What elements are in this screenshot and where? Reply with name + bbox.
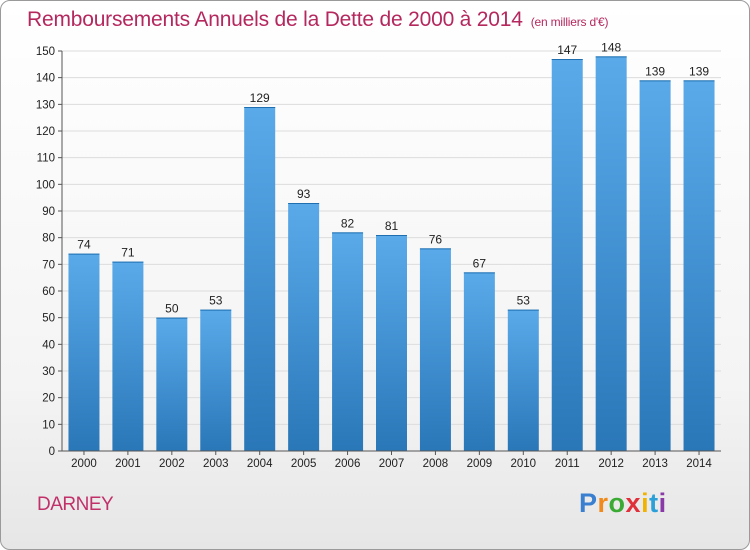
y-tick-label: 110 xyxy=(37,153,55,165)
bar-value-label: 82 xyxy=(341,216,355,230)
bar-2012 xyxy=(595,56,627,451)
logo-letter: i xyxy=(658,488,667,518)
bar-2003 xyxy=(200,309,232,451)
logo-letter: o xyxy=(608,488,626,518)
bar-value-label: 93 xyxy=(297,187,311,201)
x-tick-label: 2009 xyxy=(467,458,493,470)
x-tick-label: 2004 xyxy=(247,458,273,470)
bar-value-label: 74 xyxy=(77,238,91,252)
bar-2011 xyxy=(551,59,583,451)
x-tick-label: 2005 xyxy=(291,458,317,470)
bar-2006 xyxy=(332,232,364,451)
axes xyxy=(58,50,721,455)
x-tick-label: 2010 xyxy=(511,458,537,470)
x-tick-label: 2014 xyxy=(686,458,712,470)
bar-value-label: 50 xyxy=(165,302,179,316)
bar-value-label: 148 xyxy=(601,40,621,54)
x-tick-label: 2000 xyxy=(71,458,97,470)
x-tick-label: 2007 xyxy=(379,458,405,470)
logo-letter: r xyxy=(597,488,609,518)
x-tick-label: 2013 xyxy=(642,458,668,470)
logo-letter: i xyxy=(641,488,650,518)
logo-letter: t xyxy=(649,488,659,518)
bar-2001 xyxy=(112,261,144,451)
y-tick-label: 140 xyxy=(36,73,55,85)
bar-2014 xyxy=(683,80,715,451)
bar-2005 xyxy=(288,203,320,451)
y-tick-label: 10 xyxy=(42,419,55,431)
x-tick-label: 2006 xyxy=(335,458,361,470)
bar-value-label: 139 xyxy=(645,64,665,78)
x-tick-label: 2011 xyxy=(555,458,580,470)
x-tick-label: 2012 xyxy=(598,458,624,470)
y-tick-label: 20 xyxy=(42,393,55,405)
bar-2000 xyxy=(68,253,100,451)
y-tick-label: 40 xyxy=(42,339,55,351)
logo-letter: x xyxy=(625,488,642,518)
y-tick-label: 0 xyxy=(49,446,55,458)
bar-value-label: 53 xyxy=(209,294,223,308)
y-tick-label: 150 xyxy=(36,46,55,58)
x-tick-label: 2002 xyxy=(159,458,185,470)
logo-letter: P xyxy=(579,488,598,518)
y-tick-label: 30 xyxy=(42,366,55,378)
y-tick-label: 90 xyxy=(42,206,55,218)
x-tick-label: 2001 xyxy=(115,458,141,470)
y-tick-label: 130 xyxy=(36,99,55,111)
bar-2002 xyxy=(156,317,188,451)
chart-title: Remboursements Annuels de la Dette de 20… xyxy=(27,8,608,32)
bar-value-label: 129 xyxy=(250,91,270,105)
labels: 0 10 20 30 40 50 60 70 80 90 100 110 120 130 140 150 74 2… xyxy=(36,40,713,470)
bar-2010 xyxy=(507,309,539,451)
bar-2013 xyxy=(639,80,671,451)
bar-2009 xyxy=(463,272,495,451)
bar-2004 xyxy=(244,107,276,451)
y-tick-label: 100 xyxy=(36,179,55,191)
bar-value-label: 53 xyxy=(517,294,531,308)
proxiti-logo: Proxiti xyxy=(579,488,667,519)
y-tick-label: 70 xyxy=(42,259,55,271)
x-tick-label: 2003 xyxy=(203,458,229,470)
y-tick-label: 120 xyxy=(36,126,55,138)
bar-value-label: 139 xyxy=(689,64,709,78)
bar-value-label: 67 xyxy=(473,256,487,270)
chart-unit: (en milliers d'€) xyxy=(530,15,609,29)
chart-title-text: Remboursements Annuels de la Dette de 20… xyxy=(27,8,523,31)
bar-2008 xyxy=(419,248,451,451)
bar-value-label: 81 xyxy=(385,219,399,233)
y-tick-label: 60 xyxy=(42,286,55,298)
bar-value-label: 147 xyxy=(557,43,577,57)
bar-value-label: 76 xyxy=(429,232,443,246)
y-tick-label: 50 xyxy=(42,313,55,325)
y-tick-label: 80 xyxy=(42,233,55,245)
bar-value-label: 71 xyxy=(121,246,135,260)
x-tick-label: 2008 xyxy=(423,458,449,470)
bar-2007 xyxy=(376,235,407,451)
bars xyxy=(68,56,715,451)
location-name: DARNEY xyxy=(37,494,114,515)
